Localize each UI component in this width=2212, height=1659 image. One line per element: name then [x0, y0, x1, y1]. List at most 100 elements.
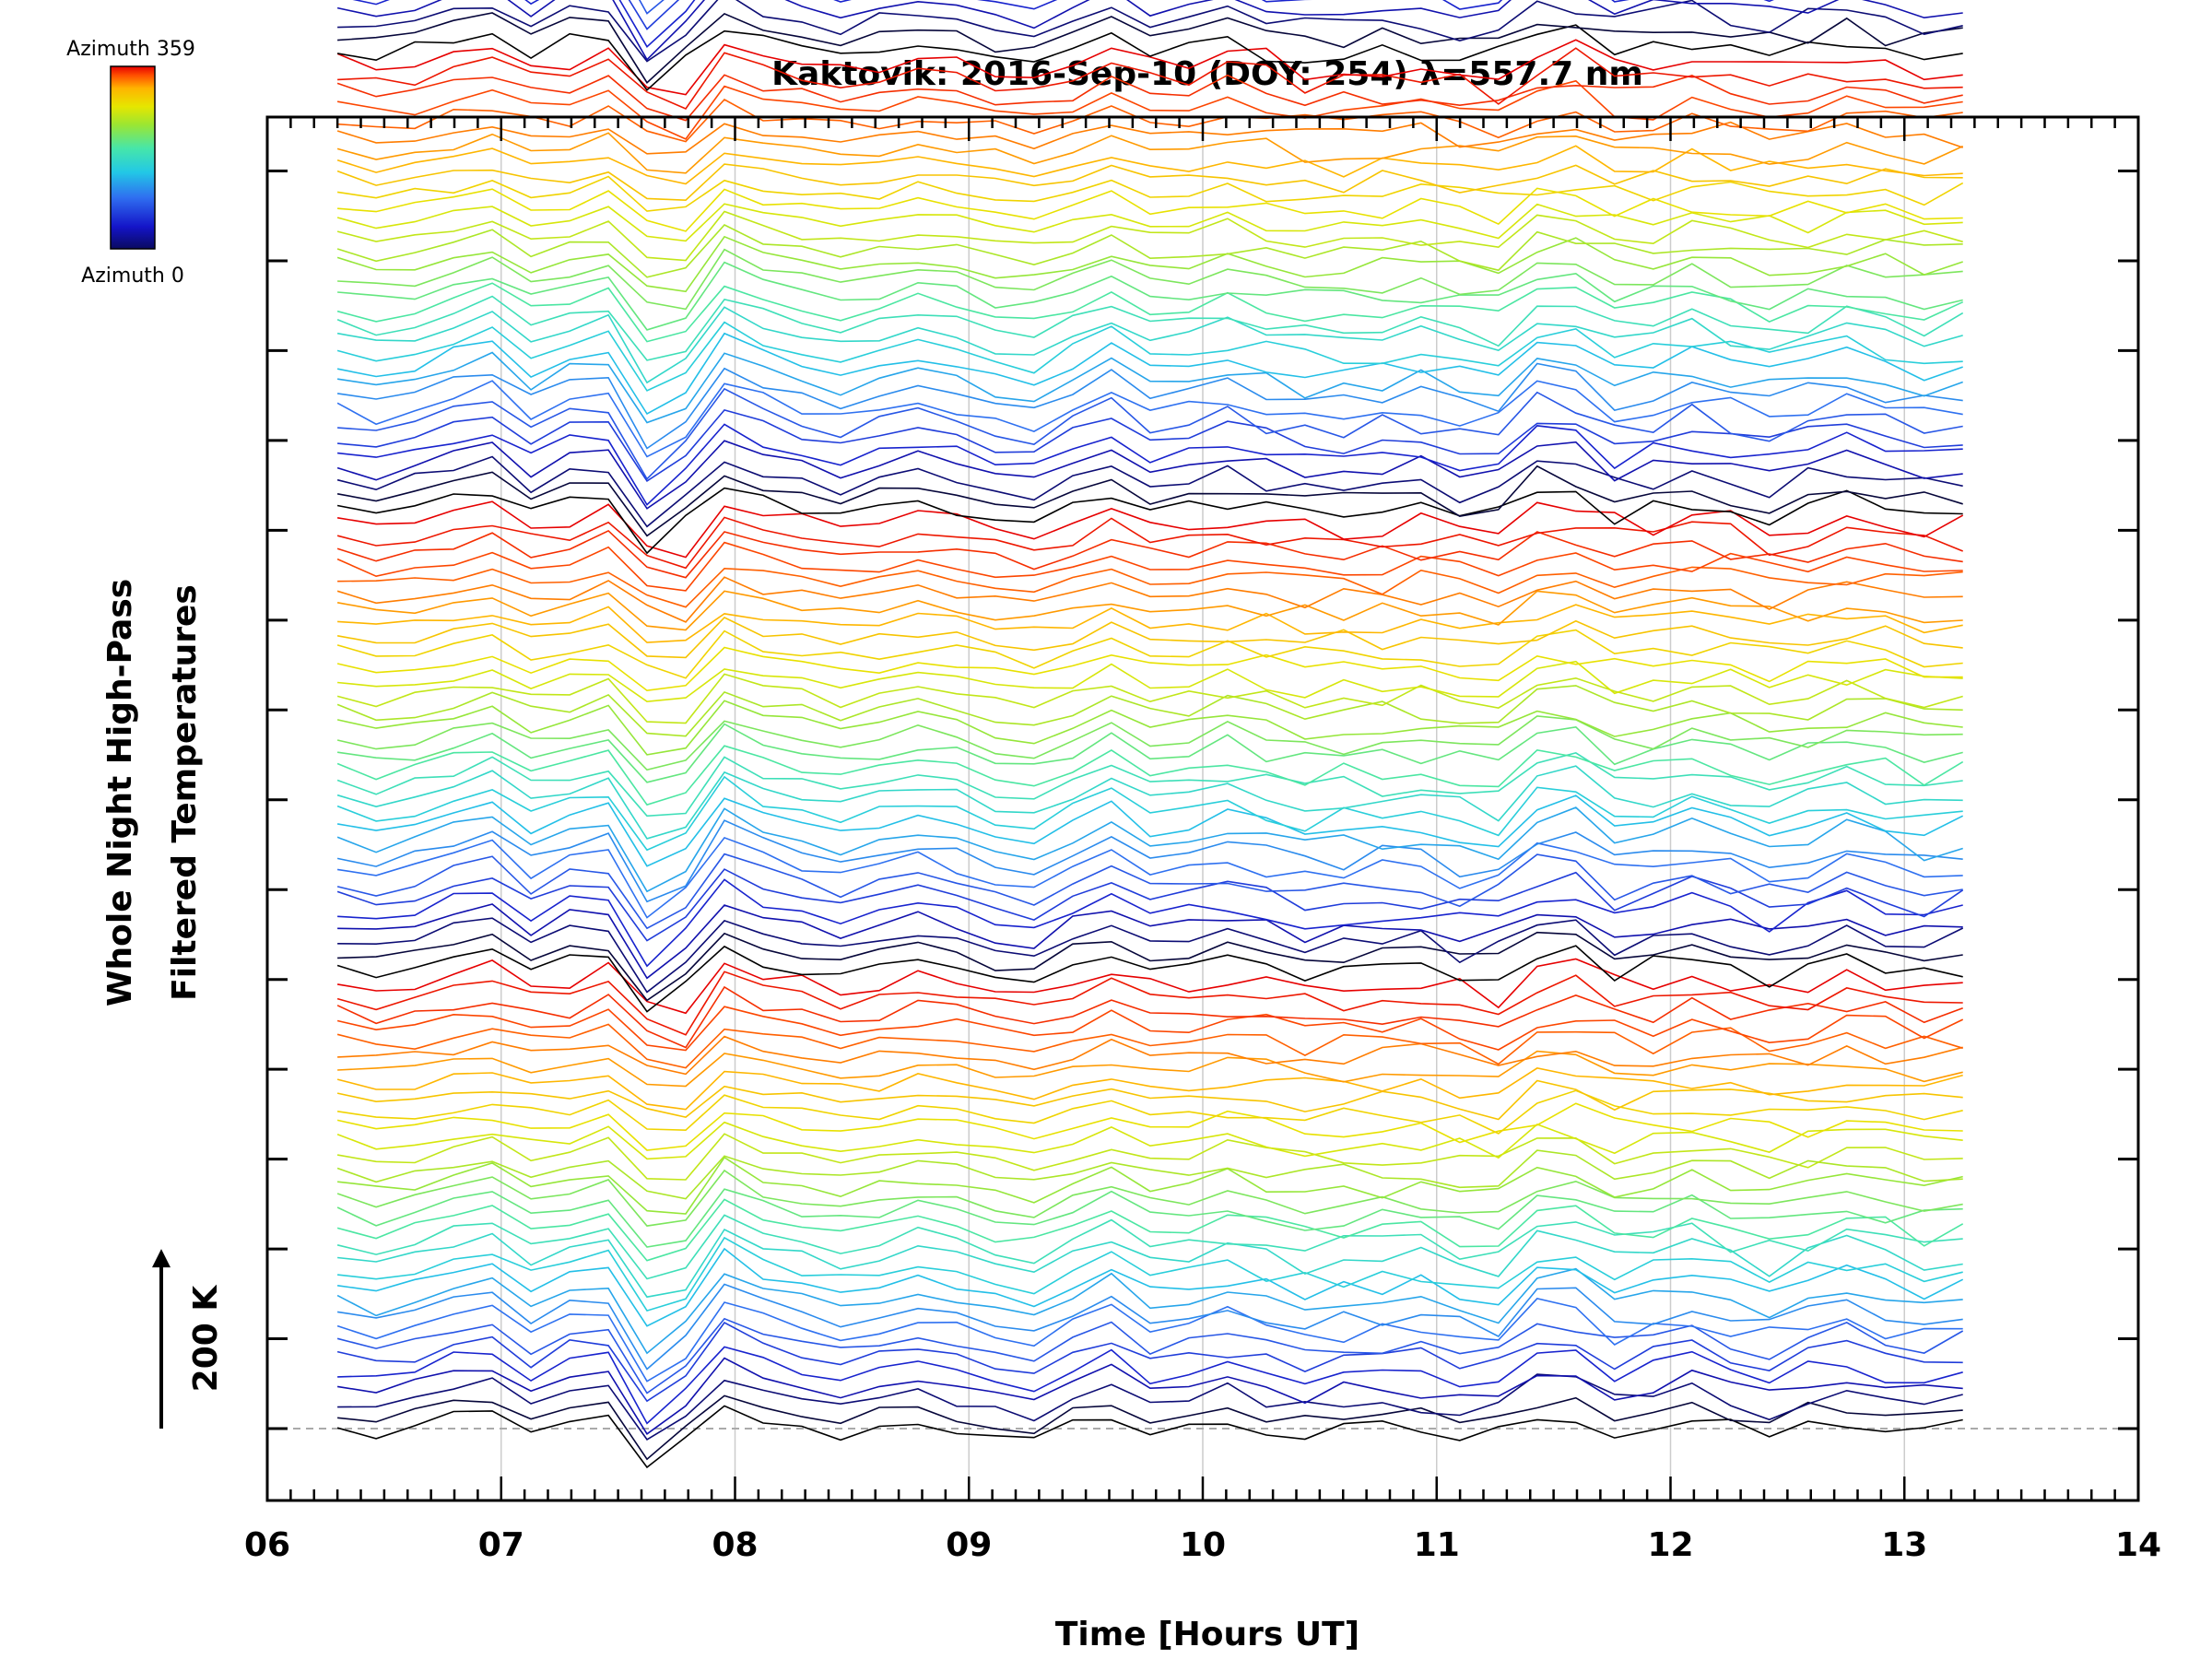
series-line-az116-s42 [336, 794, 1964, 867]
series-line-az347-s94 [337, 47, 1963, 110]
series-line-az139-s76 [336, 306, 1963, 384]
series-line-az104-s73 [336, 351, 1963, 424]
series-line-az139-s12 [337, 1228, 1963, 1299]
series-line-az290-s25 [337, 1050, 1963, 1088]
series-line-az266-s55 [336, 617, 1963, 659]
gridlines [500, 117, 1905, 1500]
series-line-az104-s9 [336, 1267, 1963, 1355]
series-line-az104-s41 [336, 806, 1963, 893]
series-line-az220-s51 [336, 673, 1963, 724]
series-line-az0-s64 [336, 487, 1963, 555]
x-tick-label-09: 09 [946, 1526, 992, 1564]
series-line-az127-s11 [337, 1236, 1963, 1312]
x-tick-label-07: 07 [478, 1526, 524, 1564]
series-line-az359-s63 [336, 500, 1964, 559]
x-tick-label-06: 06 [244, 1526, 290, 1564]
series-line-az266-s23 [336, 1079, 1963, 1121]
series-line-az58-s101 [628, 0, 680, 30]
series-line-az127-s75 [336, 321, 1963, 392]
series-line-az69-s102 [638, 0, 665, 15]
series-line-az0-s0 [336, 1405, 1963, 1469]
series-line-az116-s10 [336, 1247, 1964, 1327]
series-line-az46-s36 [337, 878, 1963, 968]
scale-bar: 200 K [152, 1249, 225, 1430]
colorbar-top-label: Azimuth 359 [66, 38, 195, 61]
plot-area: 06 07 08 09 10 11 12 13 14 [244, 0, 2161, 1564]
series-group [336, 0, 1964, 1469]
series-line-az255-s54 [336, 629, 1963, 679]
y-ticks [267, 169, 2138, 1430]
series-line-az174-s47 [336, 723, 1963, 783]
series-line-az174-s15 [336, 1188, 1963, 1248]
series-line-az12-s33 [337, 931, 1963, 1002]
series-line-az174-s79 [337, 261, 1963, 331]
x-tick-label-12: 12 [1647, 1526, 1693, 1564]
series-line-az220-s83 [336, 210, 1963, 262]
series-line-az116-s74 [336, 332, 1963, 416]
series-line-az151-s77 [336, 295, 1964, 361]
series-line-az185-s80 [337, 248, 1963, 311]
y-axis-title-line1: Whole Night High-Pass [101, 579, 139, 1006]
series-line-az255-s86 [336, 175, 1964, 212]
series-line-az313-s27 [336, 1023, 1963, 1069]
series-line-az93-s8 [336, 1283, 1963, 1371]
series-line-az232-s52 [337, 660, 1963, 703]
series-line-az12-s97 [337, 12, 1963, 84]
series-line-az290-s57 [336, 590, 1963, 631]
x-tick-label-10: 10 [1180, 1526, 1226, 1564]
series-line-az23-s66 [336, 455, 1963, 528]
series-line-az232-s20 [336, 1121, 1963, 1160]
series-line-az151-s45 [336, 752, 1963, 818]
y-axis-title-line2: Filtered Temperatures [166, 584, 204, 1001]
series-line-az46-s4 [337, 1346, 1963, 1425]
series-line-az12-s65 [336, 465, 1963, 537]
series-line-az301-s90 [336, 121, 1963, 155]
series-line-az243-s21 [336, 1102, 1963, 1151]
series-line-az336-s61 [336, 529, 1963, 579]
series-line-az290-s89 [336, 132, 1964, 174]
x-tick-label-14: 14 [2115, 1526, 2161, 1564]
series-line-az232-s84 [336, 203, 1963, 242]
series-line-az336-s29 [336, 985, 1963, 1049]
series-line-az278-s88 [336, 145, 1963, 185]
series-line-az197-s17 [337, 1156, 1963, 1215]
series-line-az266-s87 [336, 163, 1963, 202]
x-tick-label-08: 08 [712, 1526, 758, 1564]
series-line-az69-s6 [336, 1317, 1964, 1394]
scale-bar-arrowhead [152, 1249, 171, 1268]
colorbar-legend: Azimuth 359 Azimuth 0 [66, 38, 195, 288]
series-line-az69-s38 [336, 853, 1963, 930]
series-line-az35-s3 [336, 1357, 1963, 1435]
x-tick-label-11: 11 [1414, 1526, 1460, 1564]
x-tick-label-13: 13 [1881, 1526, 1927, 1564]
series-line-az197-s81 [336, 235, 1963, 293]
series-line-az12-s1 [337, 1394, 1963, 1461]
series-line-az278-s56 [337, 604, 1963, 643]
series-line-az23-s34 [337, 917, 1964, 994]
series-line-az93-s40 [336, 819, 1963, 903]
series-line-az35-s99 [336, 0, 1963, 62]
series-line-az58-s37 [336, 868, 1964, 942]
series-line-az347-s62 [336, 516, 1964, 570]
series-line-az324-s60 [336, 541, 1963, 592]
series-line-az208-s82 [336, 224, 1963, 278]
series-line-az359-s95 [336, 39, 1963, 96]
series-line-az46-s68 [337, 423, 1963, 506]
x-tick-labels: 06 07 08 09 10 11 12 13 14 [244, 1526, 2161, 1564]
series-line-az208-s18 [336, 1149, 1963, 1200]
colorbar-bottom-label: Azimuth 0 [81, 265, 184, 288]
series-line-az359-s31 [336, 958, 1963, 1015]
x-ticks [265, 117, 2140, 1500]
series-line-az127-s43 [336, 775, 1963, 852]
series-line-az151-s13 [336, 1214, 1963, 1280]
x-axis-title: Time [Hours UT] [1055, 1616, 1359, 1653]
series-line-az278-s24 [336, 1067, 1963, 1111]
series-line-az81-s71 [336, 380, 1963, 458]
series-line-az324-s28 [336, 1006, 1964, 1052]
series-line-az197-s49 [336, 700, 1963, 756]
series-line-az58-s5 [336, 1321, 1963, 1403]
series-line-az162-s14 [336, 1198, 1964, 1262]
series-line-az220-s19 [336, 1133, 1963, 1181]
series-line-az162-s78 [336, 282, 1964, 343]
